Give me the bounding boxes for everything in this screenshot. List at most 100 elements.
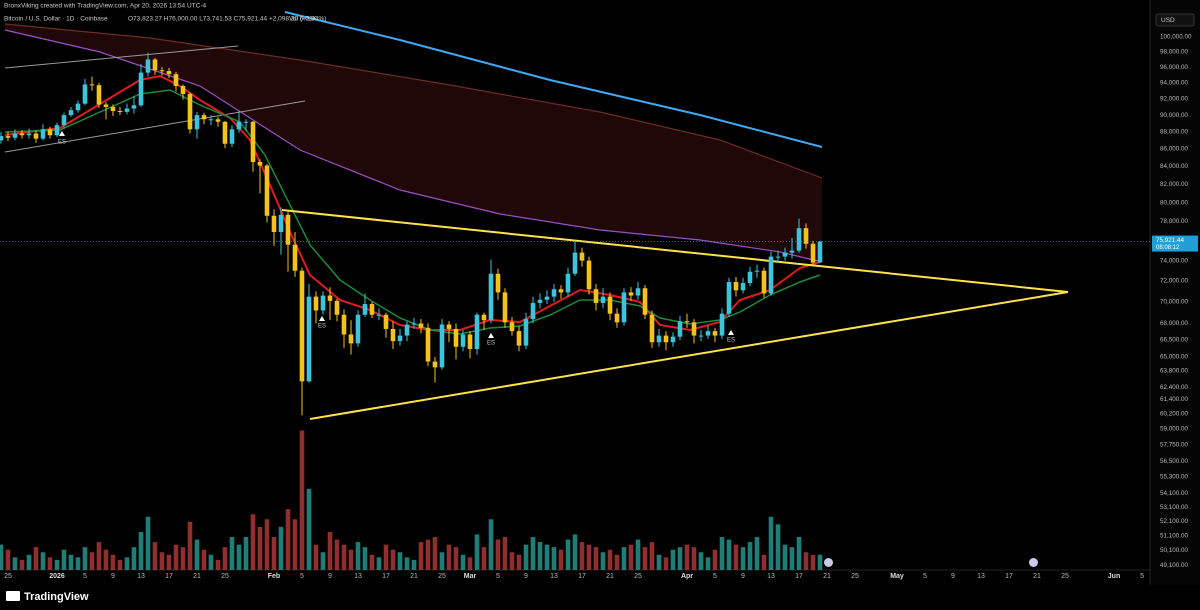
volume-bar: [516, 554, 522, 570]
volume-bar: [61, 549, 67, 570]
candle-body: [257, 162, 263, 166]
candle-body: [607, 296, 613, 314]
y-tick-label: 78,000.00: [1160, 218, 1189, 225]
volume-bar: [747, 542, 753, 570]
candle-body: [299, 270, 305, 382]
plot: [0, 52, 823, 570]
candle-body: [208, 119, 214, 121]
x-tick-label: May: [890, 573, 904, 580]
candle-body: [432, 361, 438, 368]
candle-body: [789, 250, 795, 253]
volume-bar: [82, 547, 88, 570]
candle-body: [719, 313, 725, 336]
y-tick-label: 80,000.00: [1160, 199, 1189, 206]
volume-bar: [544, 544, 550, 570]
candle-body: [292, 244, 298, 271]
candle-body: [775, 256, 781, 258]
candle-body: [621, 292, 627, 323]
y-tick-label: 53,100.00: [1160, 504, 1189, 511]
volume-bar: [635, 539, 641, 570]
candle-body: [488, 273, 494, 321]
x-tick-label: 25: [438, 573, 446, 580]
volume-bar: [579, 542, 585, 570]
currency-box[interactable]: [1155, 13, 1195, 27]
candle-body: [334, 300, 340, 315]
annotation: ES: [58, 140, 66, 146]
volume-bar: [166, 554, 172, 570]
candle-body: [124, 108, 130, 112]
trendline: [4, 45, 239, 69]
y-tick-label: 51,100.00: [1160, 532, 1189, 539]
x-tick-label: 25: [634, 573, 642, 580]
x-tick-label: 9: [951, 573, 955, 580]
volume-bar: [586, 544, 592, 570]
volume-bar: [257, 526, 263, 570]
volume-bar: [460, 554, 466, 570]
y-tick-label: 54,100.00: [1160, 490, 1189, 497]
candle-body: [278, 214, 284, 233]
y-tick-label: 88,000.00: [1160, 129, 1189, 136]
candle-body: [264, 165, 270, 216]
x-tick-label: 2026: [49, 573, 65, 580]
volume-bar: [215, 559, 221, 570]
volume-bar: [299, 430, 305, 570]
volume-bar: [628, 544, 634, 570]
volume-bar: [75, 557, 81, 570]
volume-bar: [264, 519, 270, 570]
candle-body: [89, 84, 95, 86]
volume-bar: [180, 547, 186, 570]
x-tick-label: 9: [524, 573, 528, 580]
candle-body: [691, 322, 697, 336]
volume-bar: [173, 544, 179, 570]
volume-bar: [509, 552, 515, 570]
candle-body: [803, 228, 809, 244]
candle-body: [68, 110, 74, 116]
candle-body: [40, 129, 46, 139]
candle-body: [173, 74, 179, 86]
volume-bar: [726, 539, 732, 570]
volume-bar: [432, 537, 438, 570]
volume-bar: [558, 549, 564, 570]
volume-bar: [670, 549, 676, 570]
candle-body: [481, 314, 487, 321]
candle-body: [698, 335, 704, 337]
volume-bar: [712, 549, 718, 570]
candle-body: [201, 115, 207, 120]
currency[interactable]: USD: [1161, 17, 1175, 24]
y-tick-label: 61,400.00: [1160, 396, 1189, 403]
candle-body: [320, 295, 326, 311]
countdown: 08:08:12: [1156, 245, 1180, 251]
volume-bar: [411, 559, 417, 570]
volume-bar: [138, 531, 144, 570]
y-tick-label: 74,000.00: [1160, 257, 1189, 264]
event-icon[interactable]: [824, 558, 833, 567]
volume-bar: [145, 516, 151, 570]
candle-body: [537, 299, 543, 303]
candle-body: [502, 292, 508, 323]
x-tick-label: 21: [193, 573, 201, 580]
event-icon[interactable]: [1029, 558, 1038, 567]
volume-bar: [285, 509, 291, 570]
volume-bar: [19, 559, 25, 570]
candle-body: [495, 273, 501, 293]
volume-bar: [740, 547, 746, 570]
candle-body: [467, 334, 473, 350]
candle-body: [404, 324, 410, 336]
candle-body: [768, 256, 774, 294]
candle-body: [572, 252, 578, 274]
annotation: ES: [318, 324, 326, 330]
y-tick-label: 94,000.00: [1160, 80, 1189, 87]
x-tick-label: Feb: [268, 573, 280, 580]
volume-bar: [68, 554, 74, 570]
volume-bar: [502, 537, 508, 570]
volume-bar: [523, 544, 529, 570]
y-tick-label: 98,000.00: [1160, 49, 1189, 56]
candle-body: [705, 331, 711, 336]
candle-body: [390, 328, 396, 342]
candle-body: [397, 335, 403, 342]
candle-body: [663, 335, 669, 343]
volume-bar: [649, 542, 655, 570]
candle-body: [670, 336, 676, 343]
